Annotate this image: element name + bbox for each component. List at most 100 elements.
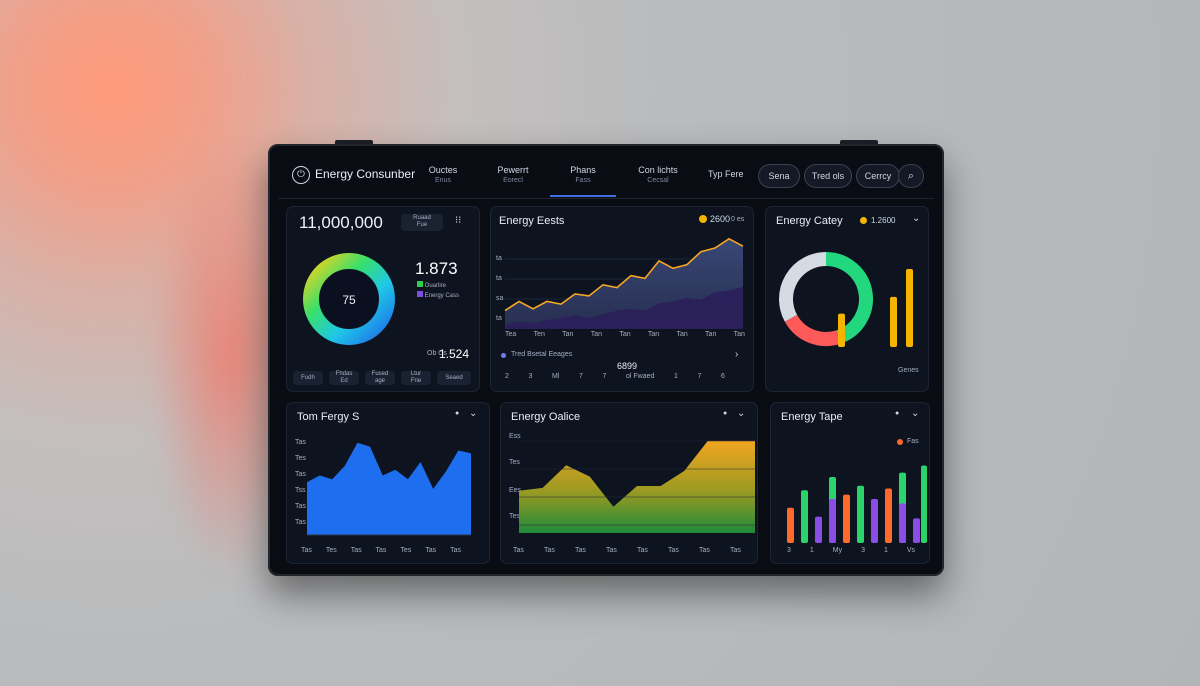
chip-2[interactable]: Fhdas Ed	[329, 371, 359, 385]
power-icon: ⏻	[292, 166, 310, 184]
top-bar: ⏻ Energy Consunber Ouctes Enus Pewerrt E…	[278, 154, 934, 199]
energy-type-title: Energy Tape	[781, 411, 843, 423]
type-bar-1	[787, 507, 794, 543]
type-bar-overlay-2	[899, 503, 906, 543]
coin-icon	[860, 217, 867, 224]
type-bar-10	[913, 518, 920, 543]
y-tick: Tes	[509, 513, 520, 520]
y-tick: ta	[496, 255, 502, 262]
legend-item-1: Ouarlire	[417, 281, 459, 291]
y-tick: Tes	[295, 455, 306, 462]
category-slice-1	[825, 252, 873, 344]
type-bar-overlay-1	[829, 499, 836, 543]
donut-center-value: 75	[342, 293, 356, 307]
chip-5[interactable]: Seaed	[437, 371, 471, 385]
nav-tab-1[interactable]: Ouctes Enus	[428, 165, 458, 184]
y-tick: ta	[496, 315, 502, 322]
category-title: Energy Catey	[776, 215, 843, 227]
chip-1[interactable]: Fudh	[293, 371, 323, 385]
office-x-axis: Tas Tas Tas Tas Tas Tas Tas Tas	[513, 547, 741, 554]
energy-s-x-axis: Tas Tes Tas Tas Tes Tas Tas	[301, 547, 461, 554]
x-tick: Tan	[590, 331, 603, 338]
y-tick: Tss	[295, 487, 306, 494]
energy-type-bar-chart	[787, 465, 927, 543]
filter-pill-1[interactable]: Sena	[758, 164, 800, 188]
category-slice-2	[784, 314, 841, 346]
dot-icon[interactable]: ●	[723, 410, 728, 417]
energy-s-title: Tom Fergy S	[297, 411, 360, 423]
x-tick: Ten	[533, 331, 545, 338]
y-tick: Tas	[295, 439, 306, 446]
legend: Ouarlire Energy Cass	[417, 281, 459, 301]
mount-bracket-left	[335, 140, 373, 146]
legend-item-2: Energy Cass	[417, 291, 459, 301]
grid-icon[interactable]: ⁝⁝	[455, 215, 462, 226]
footer-sub: ol Fwaed	[625, 373, 655, 380]
type-bar-5	[843, 494, 850, 543]
dot-icon[interactable]: ●	[895, 410, 900, 417]
y-tick: Tas	[295, 471, 306, 478]
consumption-donut: 75	[303, 253, 395, 345]
nav-tab-3[interactable]: Phans Fass	[548, 165, 618, 197]
type-bar-2	[801, 490, 808, 543]
dot-icon[interactable]: ●	[455, 410, 460, 417]
legend-swatch-2	[417, 291, 423, 297]
energy-office-card: Energy Oalice ● ⌄ Ess Tes Ees Tes Tas Ta…	[500, 402, 758, 564]
chevron-down-icon[interactable]: ⌄	[911, 408, 920, 419]
nav-tab-2[interactable]: Pewerrt Eorecl	[497, 165, 529, 184]
coin-icon	[699, 215, 707, 223]
chevron-right-icon[interactable]: ›	[735, 349, 739, 360]
x-tick: Tan	[619, 331, 631, 338]
chip-3[interactable]: Fused age	[365, 371, 395, 385]
costs-area-chart	[504, 237, 744, 329]
filter-pill-3[interactable]: Cerrcy	[856, 164, 900, 188]
dashboard-screen: ⏻ Energy Consunber Ouctes Enus Pewerrt E…	[268, 144, 944, 576]
legend-swatch-1	[417, 281, 423, 287]
type-filter-label[interactable]: Typ Fere	[708, 169, 744, 179]
y-tick: Tas	[295, 503, 306, 510]
category-slice-3	[779, 252, 827, 322]
type-bar-7	[871, 499, 878, 543]
energy-s-area-chart	[307, 442, 471, 536]
footer-label: Tred Bsetal Eeages	[511, 351, 573, 358]
chevron-down-icon[interactable]: ⌄	[912, 213, 921, 224]
y-tick: ta	[496, 275, 502, 282]
big-value: 1.873	[415, 259, 458, 278]
footer-dot	[501, 353, 506, 358]
type-x-axis: 3 1 My 3 1 Vs	[787, 547, 915, 554]
chevron-down-icon[interactable]: ⌄	[469, 408, 478, 419]
category-value: 1.2600	[871, 216, 896, 225]
costs-line	[504, 237, 744, 312]
filter-pill-2[interactable]: Tred ols	[804, 164, 852, 188]
type-bar-8	[885, 488, 892, 543]
energy-costs-card: Energy Eests 2600 0 es ta ta sa ta Tea T…	[490, 206, 754, 392]
x-tick: Tan	[676, 331, 688, 338]
x-tick: Tan	[562, 331, 574, 338]
category-bar-2	[890, 296, 897, 347]
energy-category-card: Energy Catey 1.2600 ⌄ Genes	[765, 206, 929, 392]
type-legend: Fas	[907, 438, 919, 445]
search-icon[interactable]: ⌕	[898, 164, 924, 188]
x-tick: Tan	[733, 331, 745, 338]
type-bar-3	[815, 516, 822, 543]
y-tick: Tes	[509, 459, 520, 466]
donut-ring	[303, 253, 395, 345]
app-title: Energy Consunber	[315, 167, 416, 181]
energy-s-card: Tom Fergy S ● ⌄ Tas Tes Tas Tss Tas Tas …	[286, 402, 490, 564]
y-tick: Ees	[509, 487, 522, 494]
y-tick: Tas	[295, 519, 306, 526]
chip-4[interactable]: Ltur Fne	[401, 371, 431, 385]
costs-unit: 0 es	[731, 216, 745, 223]
costs-x-axis: Tea Ten Tan Tan Tan Tan Tan Tan Tan	[505, 331, 745, 338]
x-tick: Tea	[505, 331, 517, 338]
costs-area-secondary	[505, 286, 743, 329]
legend-swatch	[897, 439, 903, 445]
consumption-card: 11,000,000 Ruaad Fue ⁝⁝ 75 1.873	[286, 206, 480, 392]
category-bar-1	[838, 313, 845, 347]
period-badge[interactable]: Ruaad Fue	[401, 214, 443, 231]
type-bar-6	[857, 485, 864, 543]
chevron-down-icon[interactable]: ⌄	[737, 408, 746, 419]
category-chart	[779, 252, 913, 347]
nav-tab-4[interactable]: Con lichts Cecsal	[638, 165, 678, 184]
category-footer: Genes	[898, 367, 919, 374]
